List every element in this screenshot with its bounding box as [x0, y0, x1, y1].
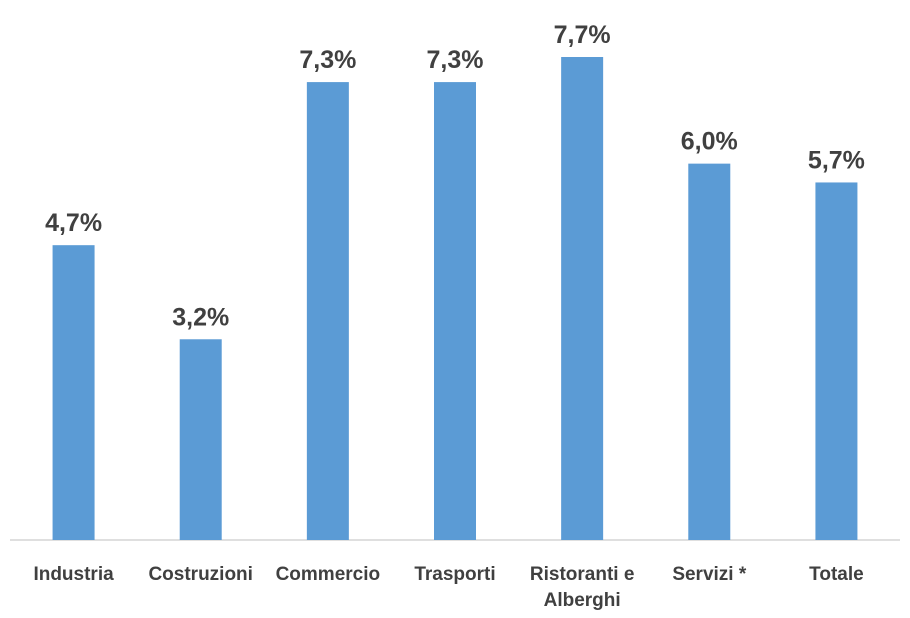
x-tick-label: Totale [809, 564, 864, 585]
bar [815, 182, 858, 541]
bar [179, 339, 222, 540]
bar [306, 82, 349, 540]
data-label: 6,0% [681, 128, 738, 156]
x-tick-label: Commercio [275, 564, 381, 585]
bar [434, 82, 476, 540]
x-tick-label: Costruzioni [148, 564, 253, 585]
bar [52, 245, 95, 540]
bar [561, 57, 604, 540]
x-tick-label: Servizi * [672, 564, 747, 585]
x-tick-label: Ristoranti e Alberghi [529, 564, 635, 611]
bar [688, 163, 731, 541]
x-tick-label: Trasporti [414, 564, 496, 585]
data-label: 7,3% [427, 46, 484, 74]
data-label: 4,7% [45, 209, 102, 237]
x-tick-label: Industria [33, 564, 114, 585]
data-label: 7,7% [554, 21, 611, 49]
data-label: 7,3% [299, 46, 356, 74]
data-label: 3,2% [172, 303, 229, 331]
data-label: 5,7% [808, 146, 865, 174]
